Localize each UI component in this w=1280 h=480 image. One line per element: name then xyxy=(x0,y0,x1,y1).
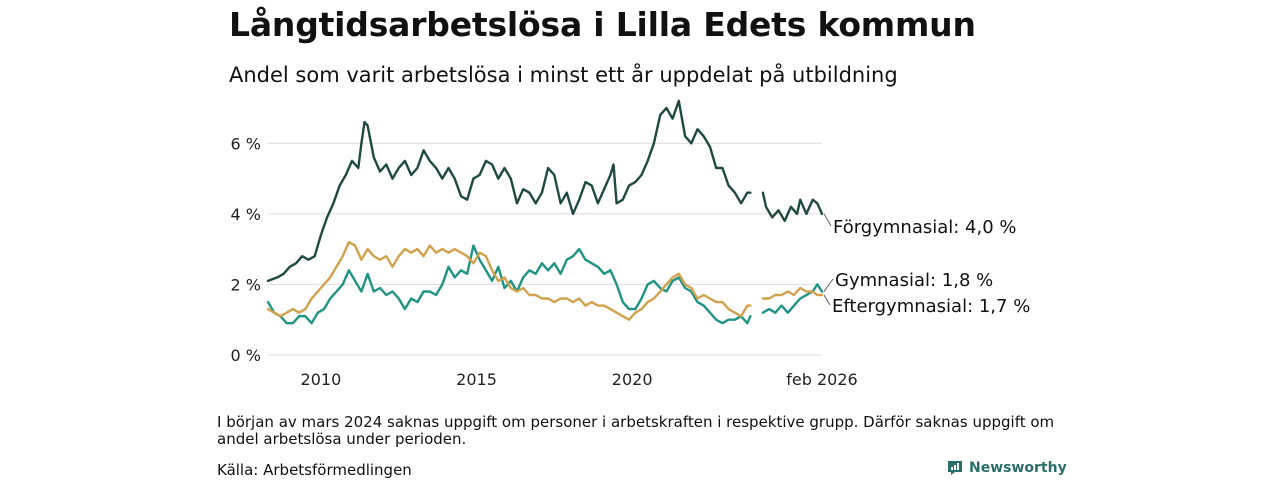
series-line-gymnasial xyxy=(761,283,824,314)
series-line-eftergymnasial xyxy=(266,240,752,321)
x-tick-label: 2010 xyxy=(301,370,342,389)
chart-subtitle: Andel som varit arbetslösa i minst ett å… xyxy=(229,63,898,87)
y-tick-label: 2 % xyxy=(231,275,261,294)
label-leader-line xyxy=(823,213,832,227)
series-label-förgymnasial: Förgymnasial: 4,0 % xyxy=(833,217,1017,238)
series-line-gymnasial xyxy=(266,244,752,325)
chart-title: Långtidsarbetslösa i Lilla Edets kommun xyxy=(229,5,976,44)
x-tick-label: feb 2026 xyxy=(786,370,857,389)
footnote: I början av mars 2024 saknas uppgift om … xyxy=(217,413,1055,448)
label-leader-line xyxy=(823,278,834,292)
x-tick-label: 2015 xyxy=(456,370,497,389)
y-tick-label: 0 % xyxy=(231,346,261,365)
brand-name: Newsworthy xyxy=(969,460,1067,476)
series-label-gymnasial: Gymnasial: 1,8 % xyxy=(835,270,993,291)
series-line-eftergymnasial xyxy=(761,286,824,300)
series-line-förgymnasial xyxy=(266,99,752,283)
x-tick-label: 2020 xyxy=(612,370,653,389)
label-leader-line xyxy=(823,294,831,306)
y-tick-label: 6 % xyxy=(231,134,261,153)
series-line-förgymnasial xyxy=(761,191,824,223)
brand-logo[interactable]: Newsworthy xyxy=(946,459,1067,477)
series-label-eftergymnasial: Eftergymnasial: 1,7 % xyxy=(832,296,1030,317)
source-text: Källa: Arbetsförmedlingen xyxy=(217,461,412,479)
y-tick-label: 4 % xyxy=(231,205,261,224)
newsworthy-icon xyxy=(948,461,962,475)
